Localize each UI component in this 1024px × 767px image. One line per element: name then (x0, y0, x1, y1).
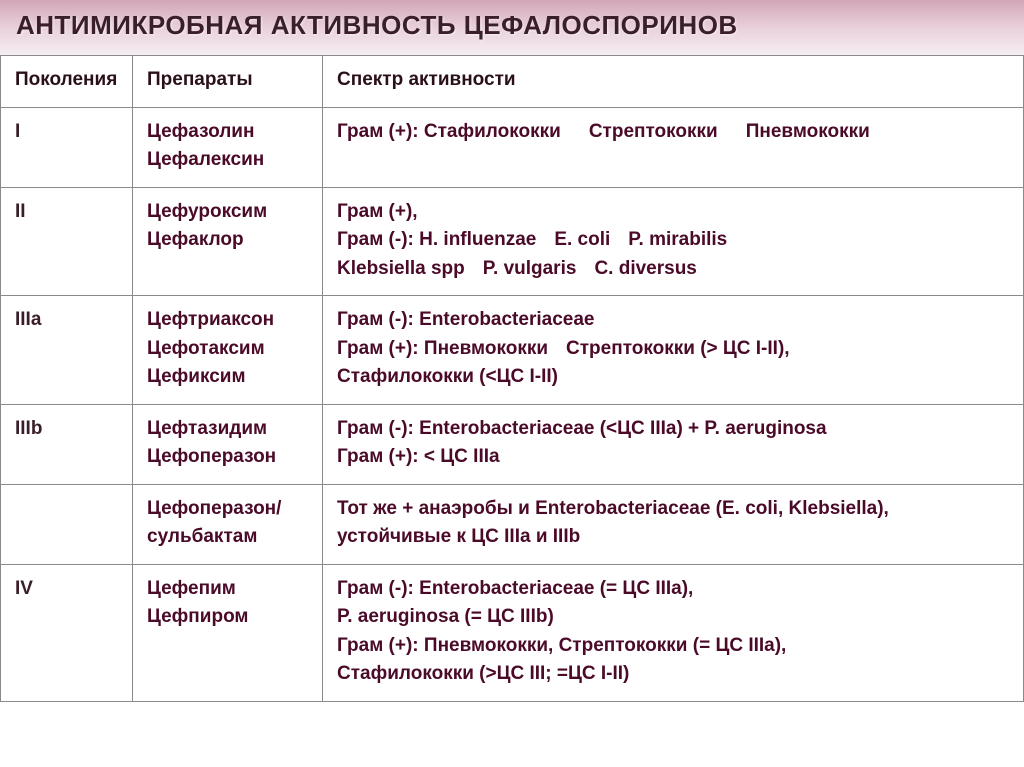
col-drugs: Препараты (133, 56, 323, 108)
table-row: IЦефазолинЦефалексинГрам (+): Стафилокок… (1, 107, 1024, 187)
cell-generation: II (1, 187, 133, 296)
cephalosporins-table: Поколения Препараты Спектр активности IЦ… (0, 55, 1024, 702)
cell-generation: IIIb (1, 404, 133, 484)
cell-drugs: ЦефуроксимЦефаклор (133, 187, 323, 296)
cell-generation: IIIа (1, 296, 133, 405)
title-bar: АНТИМИКРОБНАЯ АКТИВНОСТЬ ЦЕФАЛОСПОРИНОВ (0, 0, 1024, 55)
table-row: Цефоперазон/сульбактамТот же + анаэробы … (1, 484, 1024, 564)
slide: АНТИМИКРОБНАЯ АКТИВНОСТЬ ЦЕФАЛОСПОРИНОВ … (0, 0, 1024, 702)
cell-drugs: ЦефтриаксонЦефотаксимЦефиксим (133, 296, 323, 405)
cell-generation: IV (1, 564, 133, 701)
col-generation: Поколения (1, 56, 133, 108)
table-row: IIIbЦефтазидимЦефоперазонГрам (-): Enter… (1, 404, 1024, 484)
cell-spectrum: Грам (-): Enterobacteriaceae (<ЦС IIIa) … (323, 404, 1024, 484)
table-row: IIЦефуроксимЦефаклорГрам (+),Грам (-): H… (1, 187, 1024, 296)
cell-drugs: Цефоперазон/сульбактам (133, 484, 323, 564)
cell-spectrum: Грам (-): EnterobacteriaceaeГрам (+): Пн… (323, 296, 1024, 405)
table-body: IЦефазолинЦефалексинГрам (+): Стафилокок… (1, 107, 1024, 701)
cell-spectrum: Грам (-): Enterobacteriaceae (= ЦС IIIa)… (323, 564, 1024, 701)
cell-spectrum: Грам (+),Грам (-): H. influenzaeE. coliP… (323, 187, 1024, 296)
col-spectrum: Спектр активности (323, 56, 1024, 108)
cell-drugs: ЦефтазидимЦефоперазон (133, 404, 323, 484)
cell-generation: I (1, 107, 133, 187)
cell-drugs: ЦефепимЦефпиром (133, 564, 323, 701)
cell-generation (1, 484, 133, 564)
slide-title: АНТИМИКРОБНАЯ АКТИВНОСТЬ ЦЕФАЛОСПОРИНОВ (16, 10, 1008, 41)
cell-spectrum: Тот же + анаэробы и Enterobacteriaceae (… (323, 484, 1024, 564)
cell-spectrum: Грам (+): СтафилококкиСтрептококкиПневмо… (323, 107, 1024, 187)
table-header-row: Поколения Препараты Спектр активности (1, 56, 1024, 108)
table-row: IVЦефепимЦефпиромГрам (-): Enterobacteri… (1, 564, 1024, 701)
table-row: IIIаЦефтриаксонЦефотаксимЦефиксимГрам (-… (1, 296, 1024, 405)
cell-drugs: ЦефазолинЦефалексин (133, 107, 323, 187)
